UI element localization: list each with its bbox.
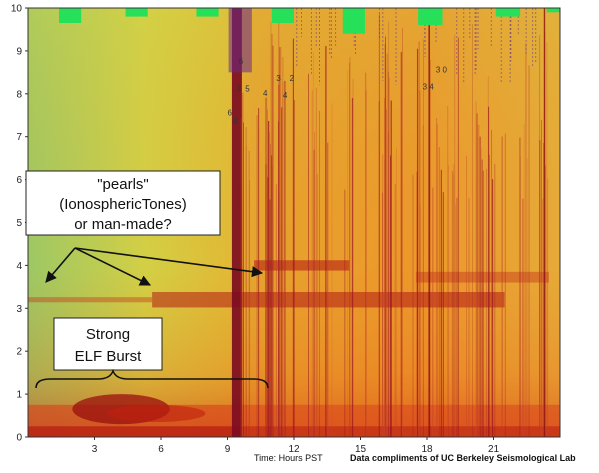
upper-band (254, 260, 350, 271)
y-tick-label: 7 (16, 132, 22, 143)
x-tick-label: 6 (158, 444, 164, 455)
pearls-arrow-left (45, 247, 76, 283)
small-annotation: 8 (233, 117, 238, 126)
small-annotation: 4 (283, 91, 288, 100)
vertical-line-top (228, 8, 252, 73)
x-tick-label: 12 (288, 444, 300, 455)
green-marker (495, 8, 521, 17)
green-marker (196, 8, 219, 17)
small-annotation: 3 (276, 74, 281, 83)
pearls-line-2: (IonosphericTones) (59, 196, 187, 213)
y-tick-label: 6 (16, 175, 22, 186)
elf-line-2: ELF Burst (75, 348, 143, 365)
pearls-line-3: or man-made? (74, 216, 172, 233)
green-marker (125, 8, 148, 17)
green-marker (418, 8, 443, 26)
pearls-band (152, 291, 505, 308)
y-tick-label: 10 (11, 4, 23, 15)
y-tick-label: 0 (16, 433, 22, 444)
small-annotation: 2 (290, 74, 295, 83)
post-event-wash (231, 8, 560, 437)
y-tick-label: 8 (16, 89, 22, 100)
x-tick-label: 15 (355, 444, 367, 455)
y-tick-label: 4 (16, 261, 22, 272)
green-marker (59, 8, 82, 24)
elf-burst-tail (107, 404, 206, 422)
x-tick-label: 18 (421, 444, 433, 455)
small-annotation: 4 (429, 83, 434, 92)
small-annotation: 3 (436, 65, 441, 74)
annotations: "pearls" (IonosphericTones) or man-made?… (25, 170, 269, 389)
pearls-arrow-right (74, 247, 264, 278)
y-tick-label: 1 (16, 390, 22, 401)
small-annotation: 6 (228, 108, 233, 117)
pearls-annotation: "pearls" (IonosphericTones) or man-made? (25, 170, 221, 236)
elf-line-1: Strong (86, 326, 130, 343)
small-annotation: 0 (443, 65, 448, 74)
x-tick-label: 21 (488, 444, 500, 455)
y-tick-label: 2 (16, 347, 22, 358)
y-tick-label: 3 (16, 304, 22, 315)
pearls-arrow-mid (74, 247, 152, 286)
elf-burst-annotation: Strong ELF Burst (53, 317, 163, 371)
small-annotation: 3 (423, 83, 428, 92)
green-marker (546, 8, 560, 13)
x-tick-label: 9 (225, 444, 231, 455)
small-annotation: 3 (236, 85, 241, 94)
strong-vertical-line (231, 8, 242, 437)
pearls-line-1: "pearls" (97, 176, 149, 193)
pearls-arrows (45, 247, 264, 286)
x-axis-label: Time: Hours PST (254, 453, 323, 463)
small-annotation: 5 (245, 85, 250, 94)
green-marker (271, 8, 294, 24)
y-tick-label: 5 (16, 218, 22, 229)
y-axis: 0 1 2 3 4 5 6 7 8 9 10 (11, 4, 28, 444)
small-annotation: 4 (263, 89, 268, 98)
green-marker (342, 8, 365, 34)
x-axis: 3 6 9 12 15 18 21 (92, 437, 500, 455)
credit-text: Data compliments of UC Berkeley Seismolo… (350, 453, 576, 463)
elf-burst-brace (35, 368, 269, 389)
x-tick-label: 3 (92, 444, 98, 455)
small-annotation: 6 (239, 57, 244, 66)
y-tick-label: 9 (16, 46, 22, 57)
pearls-band-faint (28, 297, 153, 303)
